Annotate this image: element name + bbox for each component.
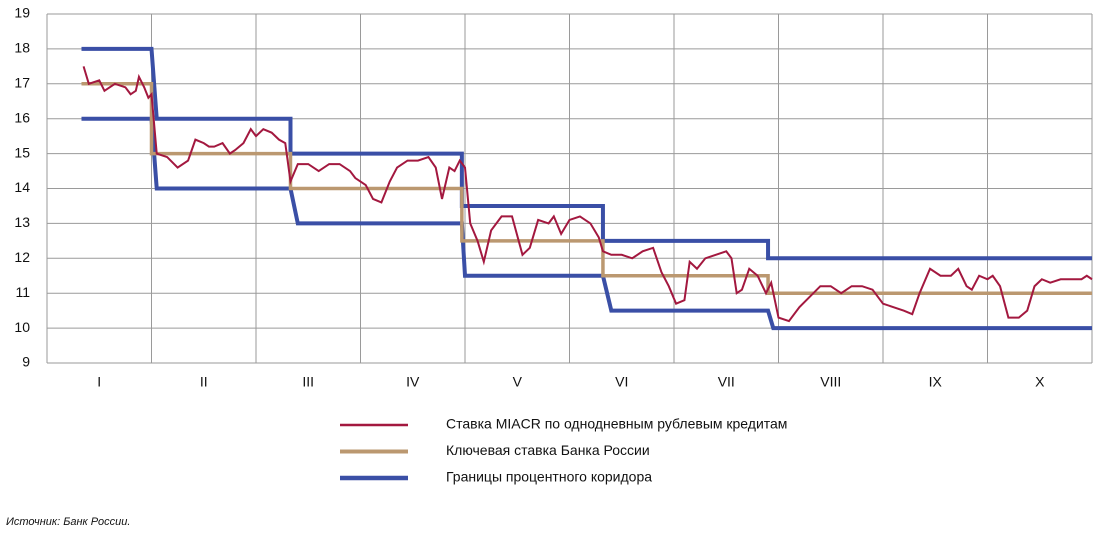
- y-tick-label: 9: [22, 354, 30, 370]
- x-tick-label: III: [302, 374, 314, 390]
- y-tick-label: 13: [14, 214, 30, 230]
- legend-label: Ключевая ставка Банка России: [446, 442, 650, 458]
- y-tick-label: 17: [14, 75, 30, 91]
- series-line: [81, 46, 1092, 261]
- y-tick-label: 12: [14, 249, 30, 265]
- y-tick-label: 19: [14, 5, 30, 21]
- x-tick-label: VII: [718, 374, 735, 390]
- y-tick-label: 18: [14, 40, 30, 56]
- x-tick-label: VI: [615, 374, 628, 390]
- x-tick-label: IV: [406, 374, 420, 390]
- y-tick-label: 14: [14, 179, 30, 195]
- y-tick-label: 10: [14, 319, 30, 335]
- x-tick-label: IX: [929, 374, 943, 390]
- legend-label: Границы процентного коридора: [446, 469, 652, 485]
- x-tick-label: V: [513, 374, 523, 390]
- source-note: Источник: Банк России.: [6, 516, 130, 528]
- series-line: [81, 116, 1092, 331]
- series-line: [82, 66, 1093, 323]
- y-tick-label: 15: [14, 144, 30, 160]
- legend-label: Ставка MIACR по однодневным рублевым кре…: [446, 416, 787, 432]
- series-line: [81, 82, 1092, 295]
- y-tick-label: 11: [15, 284, 30, 300]
- x-tick-label: VIII: [820, 374, 841, 390]
- y-tick-label: 16: [14, 109, 30, 125]
- x-tick-label: X: [1035, 374, 1045, 390]
- x-tick-label: I: [97, 374, 101, 390]
- x-tick-label: II: [200, 374, 208, 390]
